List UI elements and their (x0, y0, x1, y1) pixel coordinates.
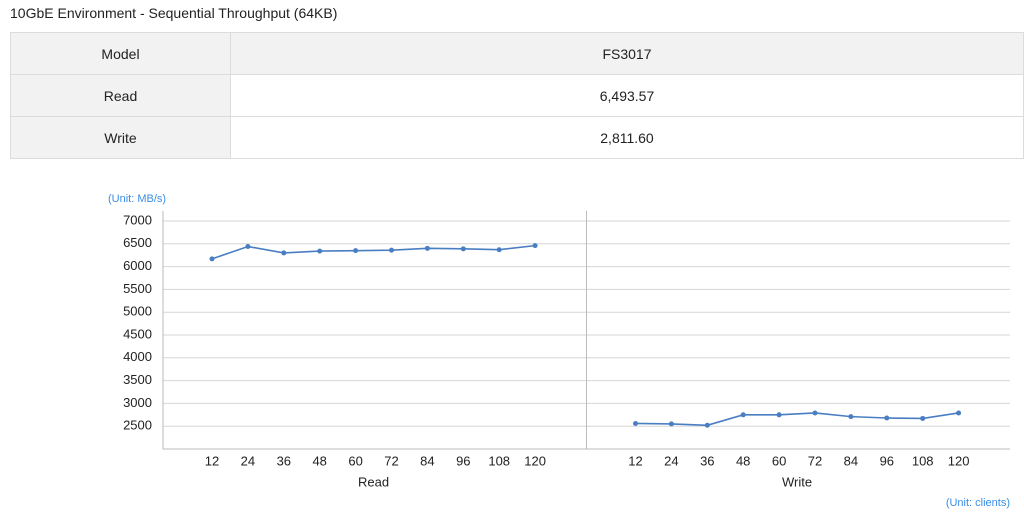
x-tick-label: 72 (384, 453, 398, 468)
data-table: Model FS3017 Read 6,493.57 Write 2,811.60 (10, 32, 1024, 159)
y-tick-label: 3000 (123, 395, 152, 410)
data-point (740, 412, 746, 418)
data-point (668, 421, 674, 427)
x-tick-label: 36 (277, 453, 291, 468)
x-tick-label: 24 (664, 453, 678, 468)
x-tick-label: 84 (420, 453, 434, 468)
data-point (812, 410, 818, 416)
row-label: Write (10, 116, 231, 159)
cell: 2,811.60 (230, 116, 1024, 159)
y-unit: (Unit: MB/s) (108, 193, 166, 205)
header-cell: FS3017 (230, 32, 1024, 75)
x-tick-label: 24 (241, 453, 255, 468)
data-point (956, 410, 962, 416)
panel-label: Read (358, 474, 389, 489)
data-point (460, 246, 466, 252)
data-point (848, 414, 854, 420)
chart: (Unit: MB/s) (Unit: clients) 2500 3000 350… (108, 193, 1010, 509)
y-tick-label: 2500 (123, 418, 152, 433)
x-tick-label: 72 (808, 453, 822, 468)
data-point (532, 243, 538, 249)
y-tick-label: 7000 (123, 212, 152, 227)
x-tick-label: 60 (348, 453, 362, 468)
x-tick-label: 12 (628, 453, 642, 468)
data-point (920, 415, 926, 421)
y-tick-label: 6000 (123, 258, 152, 273)
x-tick-label: 36 (700, 453, 714, 468)
data-point (704, 422, 710, 428)
table-header: Model FS3017 (10, 32, 1024, 75)
cell: 6,493.57 (230, 74, 1024, 117)
row-label: Read (10, 74, 231, 117)
data-point (633, 420, 638, 426)
data-point (281, 250, 287, 256)
table-row: Write 2,811.60 (10, 116, 1024, 159)
table-row: Read 6,493.57 (10, 74, 1024, 117)
panel-label: Write (782, 474, 812, 489)
data-point (884, 415, 890, 421)
data-point (353, 248, 359, 254)
data-point (424, 245, 430, 251)
series-line (635, 412, 959, 427)
x-tick-label: 60 (772, 453, 786, 468)
data-point (389, 247, 394, 253)
x-tick-label: 96 (456, 453, 470, 468)
x-tick-label: 84 (844, 453, 858, 468)
series-line (211, 244, 536, 260)
y-tick-label: 4500 (123, 326, 152, 341)
x-tick-label: 108 (912, 453, 934, 468)
x-tick-label: 12 (205, 453, 219, 468)
x-tick-label: 108 (488, 453, 510, 468)
x-tick-label: 120 (524, 453, 546, 468)
y-tick-label: 5500 (123, 281, 152, 296)
x-tick-label: 96 (880, 453, 894, 468)
data-point (209, 256, 215, 262)
header-cell: Model (10, 32, 231, 75)
data-point (496, 247, 502, 253)
y-tick-label: 4000 (123, 349, 152, 364)
data-point (776, 412, 782, 418)
y-tick-label: 3500 (123, 372, 152, 387)
y-tick-label: 6500 (123, 235, 152, 250)
y-tick-label: 5000 (123, 304, 152, 319)
x-unit: (Unit: clients) (946, 497, 1010, 509)
data-point (245, 244, 251, 250)
x-tick-label: 48 (736, 453, 750, 468)
data-point (317, 248, 323, 254)
page-title: 10GbE Environment - Sequential Throughpu… (10, 5, 338, 21)
x-tick-label: 120 (948, 453, 970, 468)
x-tick-label: 48 (312, 453, 326, 468)
